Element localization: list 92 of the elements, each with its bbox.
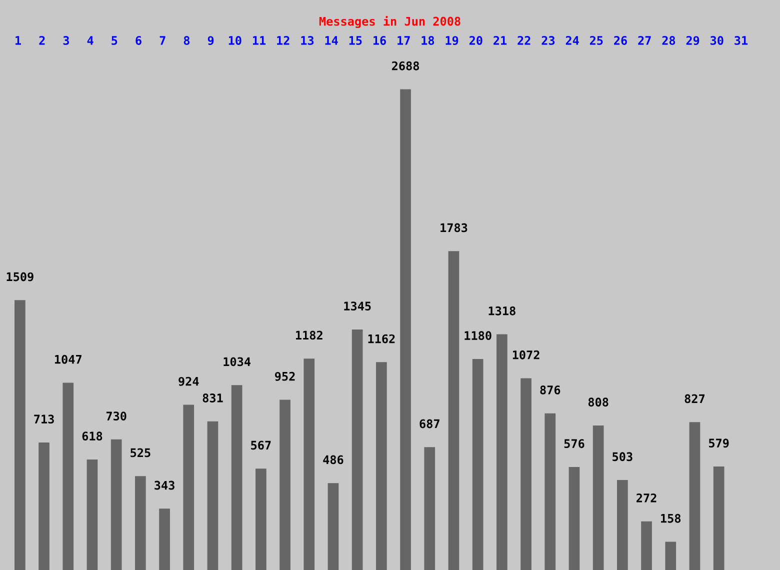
bar	[400, 89, 411, 570]
bar	[110, 439, 122, 570]
x-tick-label: 14	[325, 36, 338, 45]
x-tick-label: 30	[710, 36, 724, 45]
x-tick-label: 9	[208, 36, 214, 45]
bar	[496, 334, 508, 570]
bar	[376, 362, 387, 570]
x-tick-label: 6	[136, 36, 142, 45]
bar	[14, 300, 26, 570]
x-tick-label: 18	[422, 36, 434, 45]
data-label: 713	[34, 414, 54, 424]
bar	[304, 358, 315, 570]
data-label: 1034	[224, 357, 251, 366]
bar	[38, 442, 50, 570]
data-label: 343	[154, 480, 174, 490]
x-tick-label: 7	[160, 36, 166, 45]
bar	[617, 480, 628, 570]
bar	[328, 483, 339, 570]
data-label: 2688	[392, 61, 419, 70]
x-tick-label: 1	[16, 36, 21, 45]
data-label: 924	[178, 376, 199, 386]
bar	[713, 466, 724, 570]
x-tick-label: 5	[112, 36, 118, 45]
data-label: 1783	[440, 223, 468, 232]
data-label: 158	[661, 514, 681, 523]
x-tick-label: 2	[39, 36, 45, 45]
x-tick-label: 24	[566, 36, 579, 45]
bar	[641, 521, 652, 570]
data-label: 831	[202, 394, 223, 402]
x-tick-label: 26	[614, 36, 627, 45]
data-label: 730	[106, 412, 126, 421]
data-label: 1072	[512, 350, 540, 360]
bar	[352, 329, 363, 570]
data-label: 272	[636, 494, 656, 502]
x-tick-label: 21	[494, 36, 507, 45]
data-label: 618	[82, 432, 102, 441]
data-label: 1318	[488, 306, 516, 316]
bar	[207, 421, 218, 570]
bar	[159, 508, 170, 570]
data-label: 1509	[6, 272, 34, 282]
x-tick-label: 10	[228, 36, 242, 45]
x-tick-label: 31	[734, 36, 748, 45]
bar	[183, 404, 194, 570]
data-label: 952	[275, 372, 295, 381]
bar	[256, 468, 266, 570]
x-tick-label: 8	[184, 36, 190, 45]
x-tick-label: 17	[398, 36, 410, 45]
data-label: 687	[420, 419, 440, 428]
data-label: 876	[540, 385, 560, 394]
bar	[424, 447, 436, 570]
x-tick-label: 13	[301, 36, 314, 45]
data-label: 503	[612, 452, 632, 462]
data-label: 1047	[55, 354, 82, 364]
data-label: 1180	[464, 331, 492, 340]
x-tick-label: 27	[638, 36, 651, 45]
bar	[62, 382, 74, 570]
x-tick-label: 23	[542, 36, 555, 45]
bar	[689, 422, 700, 570]
bar	[448, 251, 460, 570]
bar	[280, 400, 290, 570]
data-label: 1345	[344, 302, 371, 311]
bar	[135, 476, 146, 570]
chart-title: Messages in Jun 2008	[319, 16, 460, 28]
bar	[472, 358, 484, 570]
x-tick-label: 15	[349, 36, 362, 45]
x-tick-label: 12	[277, 36, 290, 45]
data-label: 1182	[296, 330, 322, 340]
x-tick-label: 3	[63, 36, 69, 45]
x-tick-label: 19	[446, 36, 458, 45]
data-label: 1162	[368, 334, 395, 344]
x-tick-label: 29	[686, 36, 700, 45]
bar	[592, 425, 604, 570]
data-label: 486	[323, 455, 344, 464]
x-tick-label: 4	[87, 36, 94, 45]
x-tick-label: 16	[373, 36, 386, 45]
data-label: 579	[708, 438, 729, 448]
x-tick-label: 28	[662, 36, 676, 45]
bar	[86, 459, 98, 570]
bar	[520, 378, 532, 570]
bar	[665, 542, 676, 570]
bar	[568, 466, 580, 570]
x-tick-label: 11	[252, 36, 266, 45]
data-label: 525	[130, 448, 150, 458]
bar	[231, 385, 242, 570]
data-label: 567	[251, 440, 271, 450]
data-label: 808	[588, 398, 608, 407]
data-label: 576	[564, 439, 584, 448]
bar	[544, 413, 556, 570]
data-label: 827	[684, 394, 704, 404]
x-tick-label: 25	[590, 36, 603, 45]
x-tick-label: 22	[518, 36, 530, 45]
x-tick-label: 20	[469, 36, 482, 45]
